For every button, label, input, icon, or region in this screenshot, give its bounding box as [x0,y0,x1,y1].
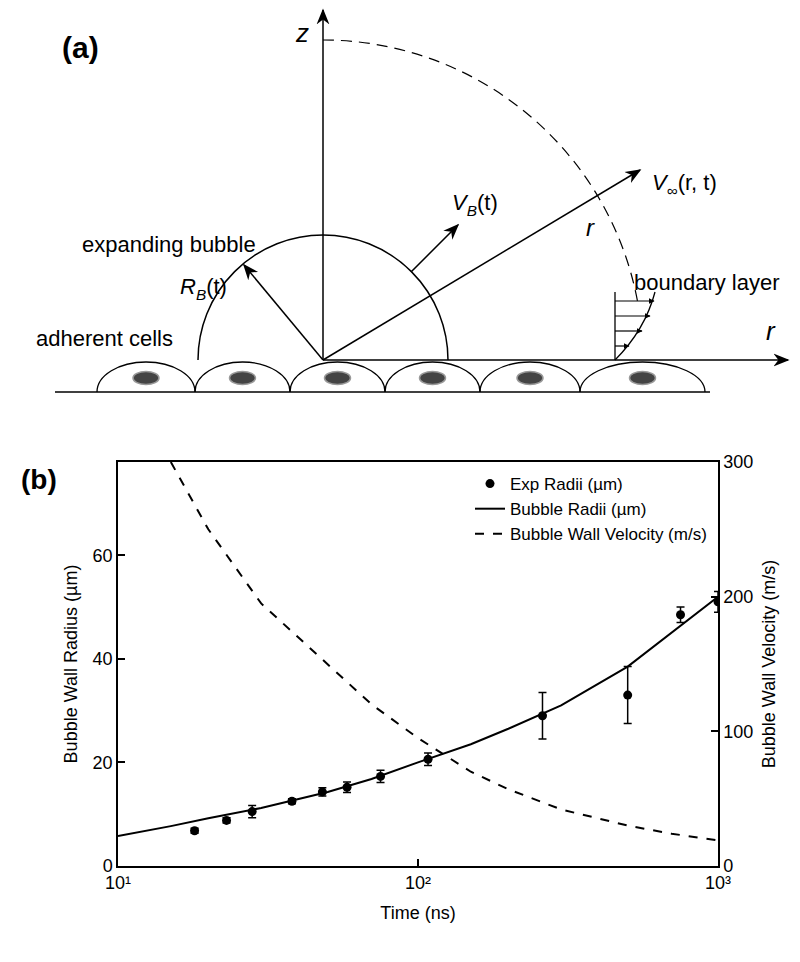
svg-text:r: r [586,214,595,241]
svg-text:(a): (a) [62,31,99,64]
svg-text:r: r [766,316,776,346]
svg-text:V∞(r, t): V∞(r, t) [652,170,717,199]
svg-text:Bubble Wall Radius (µm): Bubble Wall Radius (µm) [61,565,81,764]
svg-text:Bubble Wall Velocity (m/s): Bubble Wall Velocity (m/s) [510,525,707,544]
svg-text:Time (ns): Time (ns) [380,903,455,923]
svg-text:Bubble Radii (µm): Bubble Radii (µm) [510,500,646,519]
svg-text:300: 300 [723,452,753,472]
svg-text:0: 0 [723,856,733,876]
svg-text:10¹: 10¹ [105,873,131,893]
svg-text:Exp Radii (µm): Exp Radii (µm) [510,475,623,494]
svg-text:expanding bubble: expanding bubble [82,232,256,257]
svg-text:(b): (b) [21,464,57,495]
svg-text:RB(t): RB(t) [180,274,227,303]
svg-text:0: 0 [103,856,113,876]
svg-text:60: 60 [93,546,113,566]
svg-text:10²: 10² [405,873,431,893]
svg-text:20: 20 [93,753,113,773]
svg-text:Bubble Wall Velocity (m/s): Bubble Wall Velocity (m/s) [759,560,779,768]
svg-text:boundary layer: boundary layer [634,270,780,295]
svg-text:10³: 10³ [705,873,731,893]
svg-text:z: z [295,18,309,48]
svg-text:100: 100 [723,722,753,742]
svg-text:200: 200 [723,587,753,607]
svg-text:40: 40 [93,649,113,669]
svg-text:adherent cells: adherent cells [36,326,173,351]
svg-text:VB(t): VB(t) [452,190,498,219]
